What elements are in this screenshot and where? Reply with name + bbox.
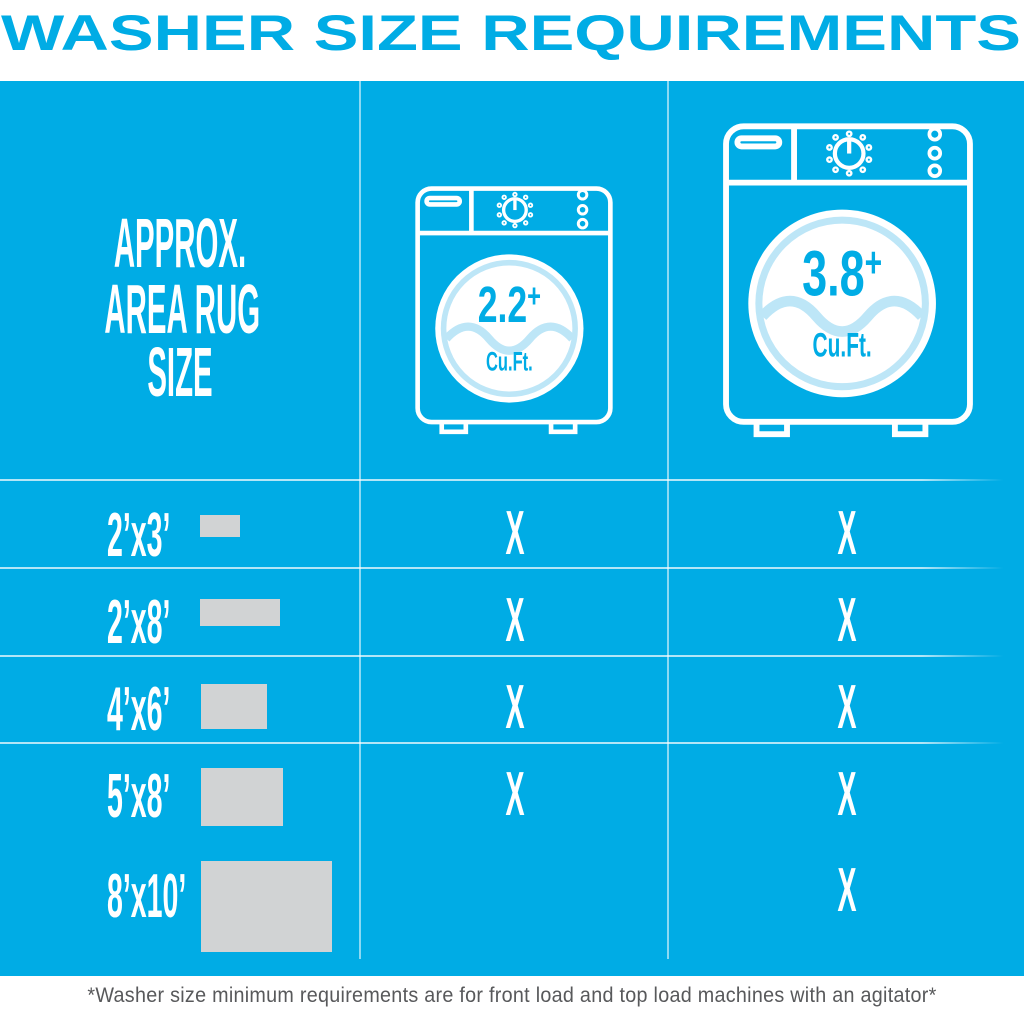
- svg-text:Cu.Ft.: Cu.Ft.: [813, 326, 872, 365]
- svg-text:Cu.Ft.: Cu.Ft.: [486, 346, 533, 376]
